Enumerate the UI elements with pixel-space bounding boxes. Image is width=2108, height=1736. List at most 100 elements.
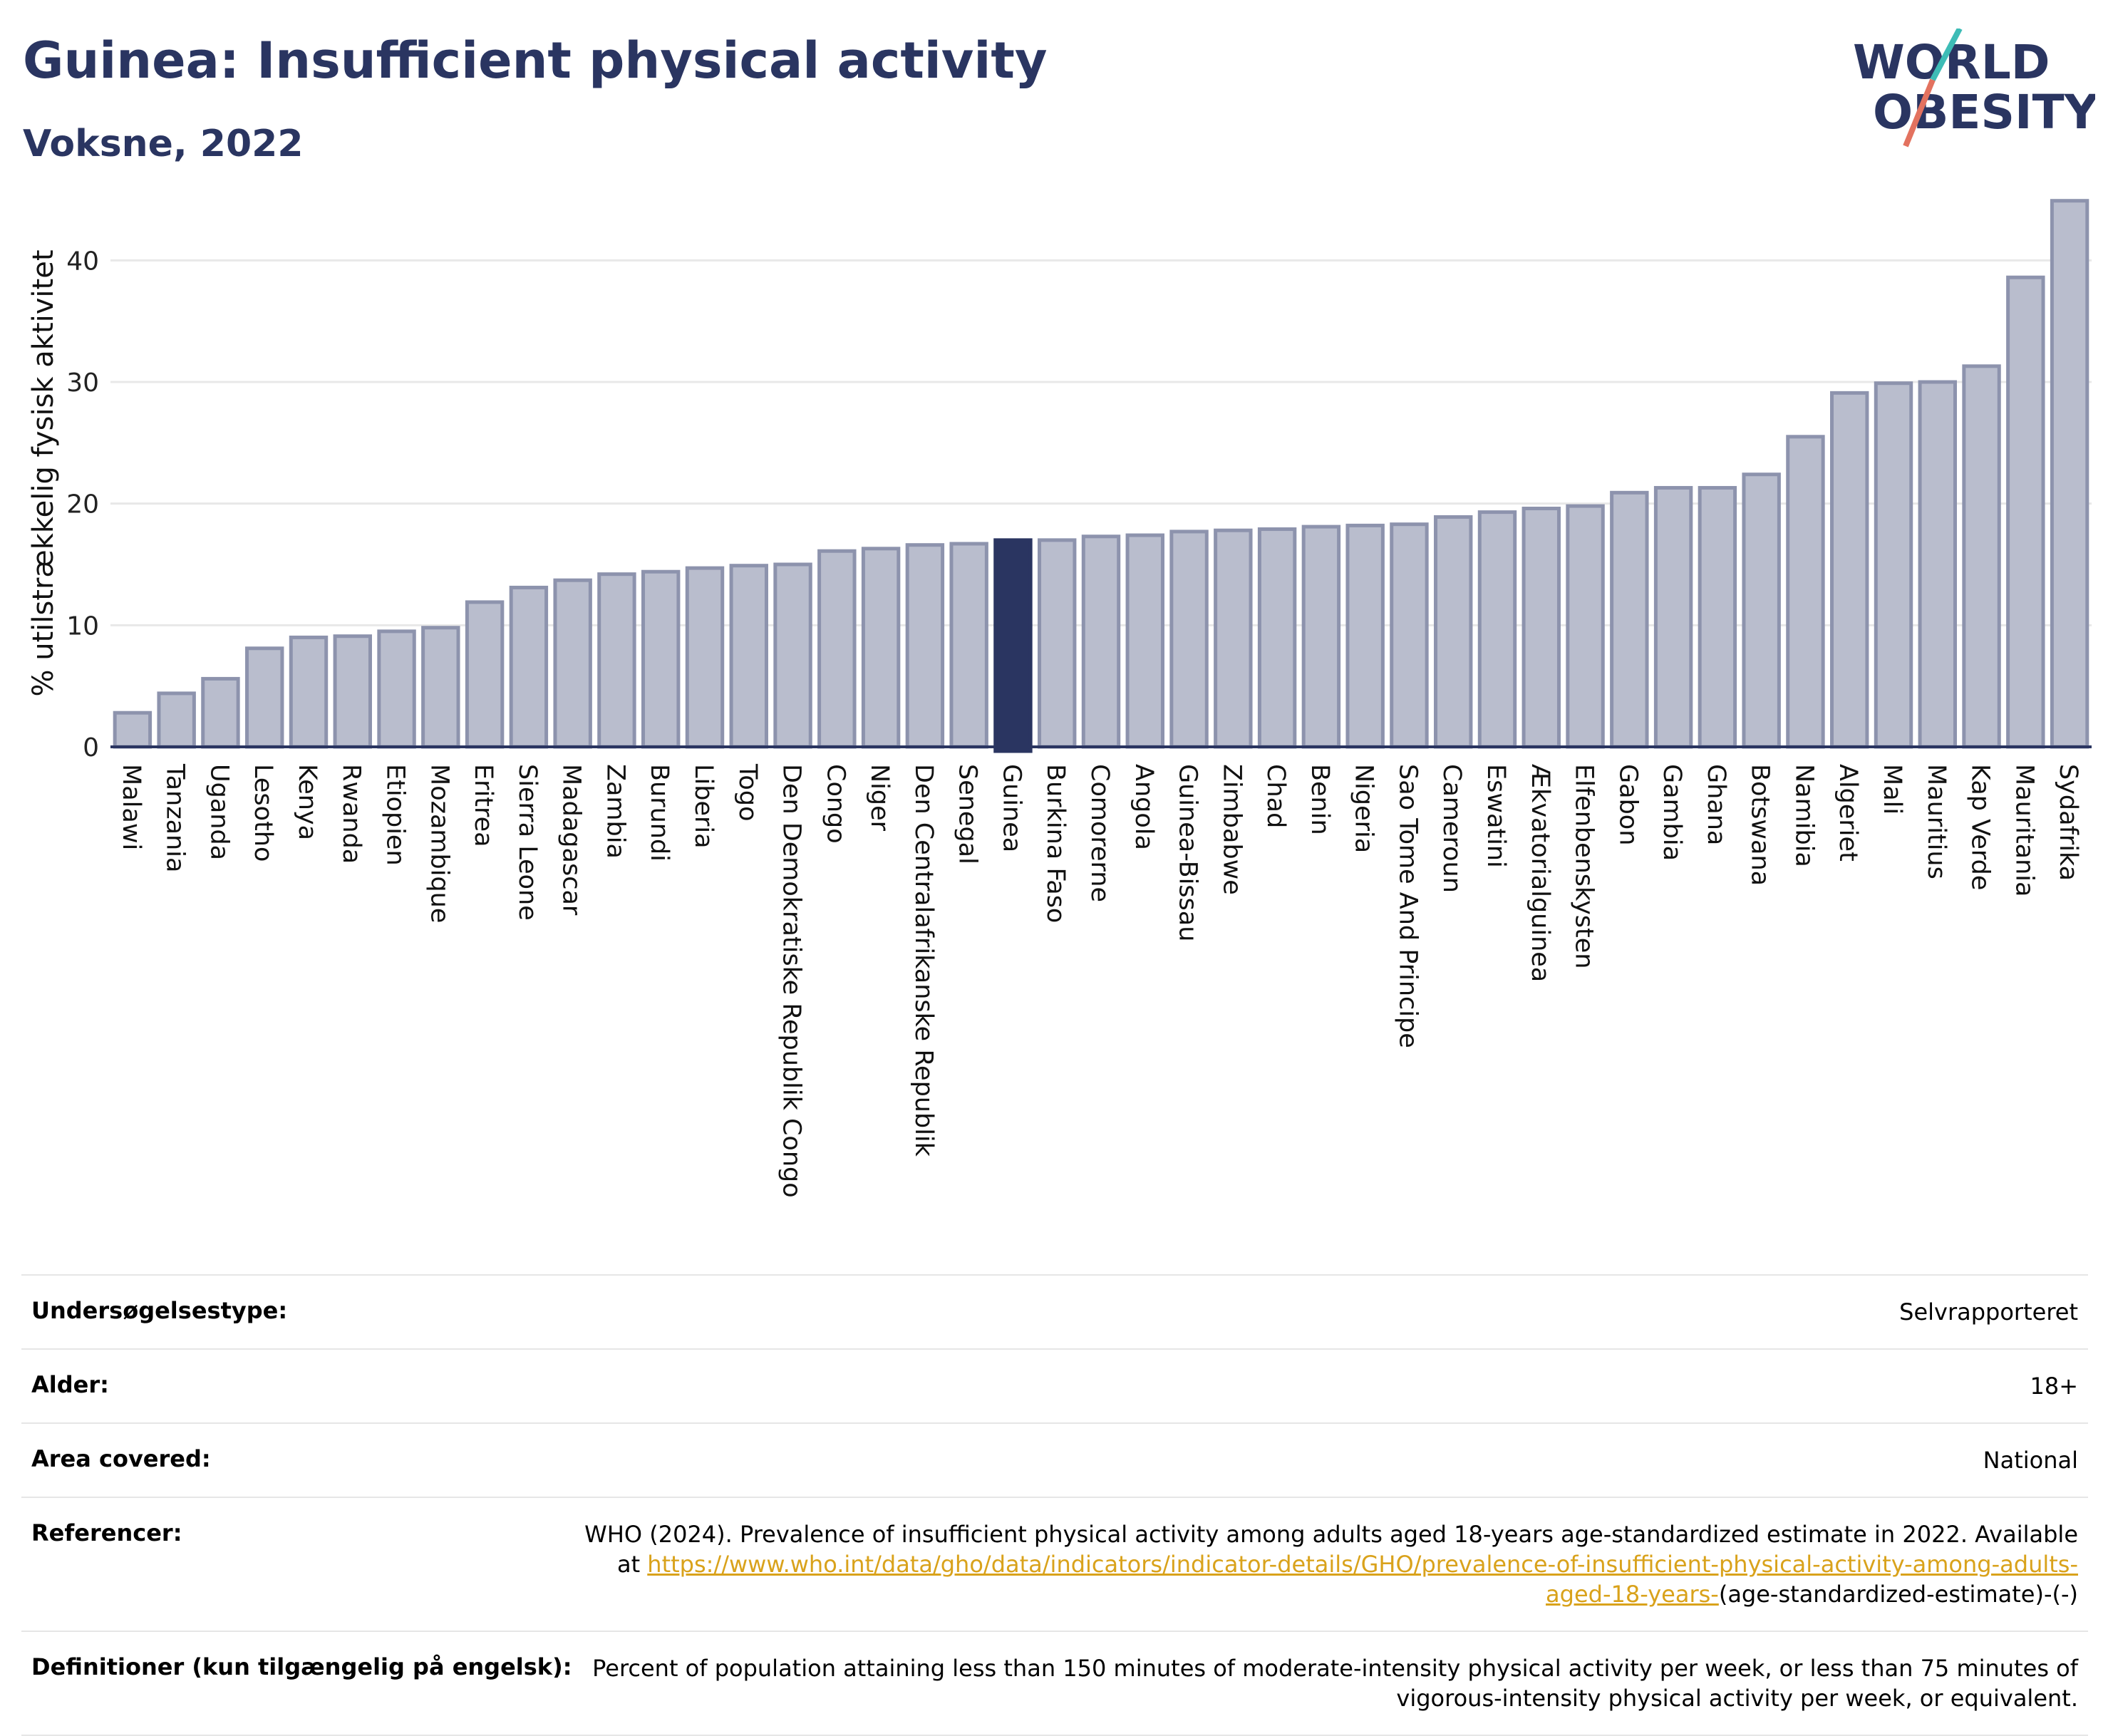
reference-text: WHO (2024). Prevalence of insufficient p… — [584, 1521, 2078, 1578]
bar — [1521, 506, 1561, 749]
chart-title: Guinea: Insufficient physical activity — [23, 31, 1048, 90]
x-tick-label: Den Demokratiske Republik Congo — [777, 764, 806, 1198]
bar — [2050, 199, 2089, 749]
x-tick-label: Senegal — [954, 764, 982, 864]
reference-link[interactable]: https://www.who.int/data/gho/data/indica… — [647, 1551, 2078, 1608]
x-tick-label: Sydafrika — [2054, 764, 2082, 881]
bar — [113, 711, 153, 749]
bar — [1125, 533, 1164, 749]
reference-value: WHO (2024). Prevalence of insufficient p… — [582, 1519, 2078, 1609]
bar — [1874, 381, 1913, 749]
metadata-table: Undersøgelsestype: Selvrapporteret Alder… — [21, 1274, 2088, 1736]
meta-label: Definitioner (kun tilgængelig på engelsk… — [31, 1653, 572, 1680]
bar — [1698, 485, 1737, 749]
bar — [641, 569, 681, 749]
x-tick-label: Guinea — [997, 764, 1025, 852]
x-tick-label: Cameroun — [1437, 764, 1466, 893]
x-tick-label: Togo — [733, 763, 762, 821]
x-tick-label: Sierra Leone — [513, 764, 542, 921]
bar — [509, 585, 549, 749]
meta-value: National — [1983, 1447, 2078, 1474]
chart-subtitle: Voksne, 2022 — [23, 123, 304, 165]
x-tick-label: Algeriet — [1834, 764, 1862, 862]
bar — [1169, 529, 1209, 749]
bar — [1653, 485, 1693, 749]
x-tick-label: Ækvatorialguinea — [1526, 764, 1554, 982]
x-tick-label: Den Centralafrikanske Republik — [909, 764, 938, 1157]
bar-highlight — [993, 538, 1033, 753]
bar — [289, 635, 329, 749]
bar — [157, 691, 196, 749]
meta-label: Alder: — [31, 1371, 109, 1398]
x-tick-label: Zimbabwe — [1217, 764, 1246, 895]
x-tick-label: Liberia — [689, 764, 718, 849]
meta-label: Undersøgelsestype: — [31, 1297, 288, 1324]
meta-row-reference: Referencer: WHO (2024). Prevalence of in… — [21, 1497, 2088, 1631]
bar — [1257, 527, 1297, 749]
bar-chart: 0 10 20 30 40% utilstrækkelig fysisk aktivit… — [27, 199, 2092, 1198]
meta-row-area: Area covered: National — [21, 1422, 2088, 1497]
bar — [201, 676, 240, 749]
bar — [597, 572, 636, 749]
x-tick-label: Benin — [1306, 764, 1334, 835]
bar — [553, 578, 592, 749]
x-tick-label: Namibia — [1789, 764, 1818, 867]
meta-label: Referencer: — [31, 1519, 182, 1546]
bar — [1081, 534, 1121, 749]
x-tick-label: Mauritius — [1922, 764, 1951, 879]
meta-label: Area covered: — [31, 1445, 211, 1472]
x-tick-label: Sao Tome And Principe — [1393, 764, 1422, 1048]
bar — [333, 634, 372, 749]
y-tick-label: 10 — [66, 611, 99, 641]
x-tick-label: Gambia — [1658, 764, 1686, 861]
x-tick-label: Zambia — [601, 764, 629, 859]
bar — [685, 566, 725, 749]
x-tick-label: Ghana — [1702, 764, 1730, 845]
x-tick-label: Burkina Faso — [1041, 764, 1070, 923]
x-tick-label: Eritrea — [469, 764, 497, 847]
x-tick-label: Etiopien — [381, 764, 410, 866]
bar — [1345, 523, 1385, 749]
x-tick-label: Gabon — [1613, 764, 1642, 845]
bar — [773, 562, 812, 749]
x-tick-label: Elfenbenskysten — [1570, 764, 1598, 968]
x-tick-label: Mali — [1878, 764, 1906, 815]
x-tick-label: Malawi — [117, 764, 145, 850]
x-tick-label: Lesotho — [249, 764, 277, 862]
x-tick-label: Angola — [1130, 764, 1158, 850]
x-tick-label: Rwanda — [337, 764, 366, 864]
y-tick-label: 20 — [66, 490, 99, 520]
bar — [377, 629, 416, 749]
x-tick-label: Nigeria — [1350, 764, 1378, 853]
x-tick-label: Tanzania — [161, 763, 190, 872]
bar — [1038, 538, 1077, 749]
bar — [1962, 364, 2001, 749]
bar — [729, 564, 768, 749]
bar — [245, 646, 284, 749]
bar — [817, 549, 857, 749]
x-tick-label: Mauritania — [2010, 764, 2038, 897]
x-tick-label: Burundi — [645, 764, 673, 862]
y-tick-label: 30 — [66, 368, 99, 398]
meta-row-definition: Definitioner (kun tilgængelig på engelsk… — [21, 1631, 2088, 1736]
x-tick-label: Kenya — [293, 764, 321, 840]
bar — [1742, 472, 1781, 749]
meta-value: 18+ — [2030, 1373, 2078, 1400]
bar — [1434, 515, 1473, 749]
bar — [2006, 275, 2045, 749]
bar — [1786, 435, 1825, 749]
x-tick-label: Eswatini — [1482, 764, 1510, 868]
x-tick-label: Chad — [1261, 764, 1290, 828]
meta-value: Percent of population attaining less tha… — [592, 1655, 2078, 1712]
bar — [1301, 525, 1341, 749]
x-tick-label: Kap Verde — [1966, 764, 1995, 890]
bar — [949, 542, 988, 749]
meta-row-survey-type: Undersøgelsestype: Selvrapporteret — [21, 1274, 2088, 1348]
bar — [465, 600, 505, 749]
bar — [1610, 490, 1649, 749]
logo-slash-top — [1930, 29, 1963, 81]
meta-row-age: Alder: 18+ — [21, 1348, 2088, 1422]
x-tick-label: Comorerne — [1085, 764, 1114, 902]
bar — [1566, 504, 1605, 749]
x-tick-label: Uganda — [205, 764, 233, 860]
